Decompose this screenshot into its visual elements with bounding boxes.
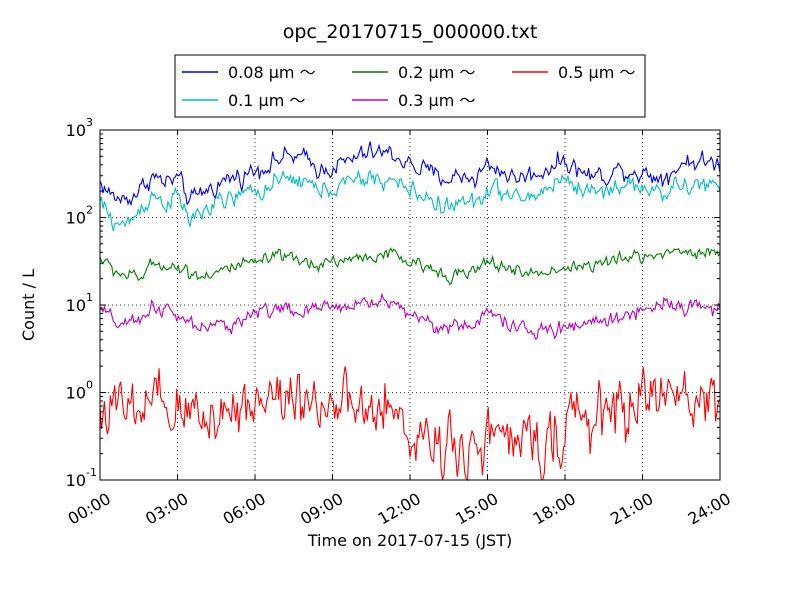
y-tick-label: 10 3	[66, 116, 93, 140]
x-tick-label: 21:00	[607, 489, 656, 529]
legend-item: 0.5 μm ～	[512, 63, 635, 82]
x-tick-label: 12:00	[375, 489, 424, 529]
x-tick-labels: 00:00 03:00 06:00 09:00 12:00 15:00 18:00 21:00…	[65, 489, 734, 529]
x-tick-label: 09:00	[297, 489, 346, 529]
y-tick-exponent: -1	[86, 466, 97, 479]
grid-lines	[100, 130, 720, 480]
y-tick-base: 10	[66, 471, 86, 490]
legend-label: 0.2 μm ～	[398, 63, 475, 82]
legend-item: 0.08 μm ～	[182, 63, 316, 82]
x-tick-label: 03:00	[142, 489, 191, 529]
series-line	[99, 292, 721, 340]
x-tick-label: 18:00	[530, 489, 579, 529]
x-axis-label: Time on 2017-07-15 (JST)	[307, 531, 512, 550]
series-layer	[99, 141, 721, 482]
legend-item: 0.2 μm ～	[352, 63, 475, 82]
legend-label: 0.08 μm ～	[228, 63, 316, 82]
axis-ticks	[99, 129, 721, 481]
y-tick-label: 10 1	[66, 291, 93, 315]
y-tick-base: 10	[66, 296, 86, 315]
y-tick-base: 10	[66, 121, 86, 140]
legend-box	[174, 54, 646, 118]
series-line	[99, 247, 721, 286]
series-line	[99, 366, 721, 482]
y-tick-exponent: 1	[86, 291, 93, 304]
x-tick-label: 15:00	[452, 489, 501, 529]
y-tick-label: 10 2	[66, 204, 93, 228]
y-tick-exponent: 2	[86, 204, 93, 217]
legend: 0.08 μm ～ 0.1 μm ～ 0.2 μm ～ 0.3 μm ～ 0.5 μm …	[174, 54, 646, 118]
x-tick-label: 06:00	[220, 489, 269, 529]
y-tick-base: 10	[66, 209, 86, 228]
legend-label: 0.3 μm ～	[398, 91, 475, 110]
y-tick-exponent: 0	[86, 379, 93, 392]
y-axis-label: Count / L	[19, 269, 38, 341]
y-tick-base: 10	[66, 384, 86, 403]
y-tick-label: 10 0	[66, 379, 93, 403]
series-line	[99, 141, 721, 207]
legend-label: 0.1 μm ～	[228, 91, 305, 110]
chart-title: opc_20170715_000000.txt	[283, 21, 538, 43]
series-line	[99, 169, 721, 231]
y-tick-exponent: 3	[86, 116, 93, 129]
x-tick-label: 00:00	[65, 489, 114, 529]
x-tick-label: 24:00	[685, 489, 734, 529]
legend-item: 0.1 μm ～	[182, 91, 305, 110]
legend-label: 0.5 μm ～	[558, 63, 635, 82]
legend-item: 0.3 μm ～	[352, 91, 475, 110]
y-tick-label: 10 -1	[66, 466, 97, 490]
